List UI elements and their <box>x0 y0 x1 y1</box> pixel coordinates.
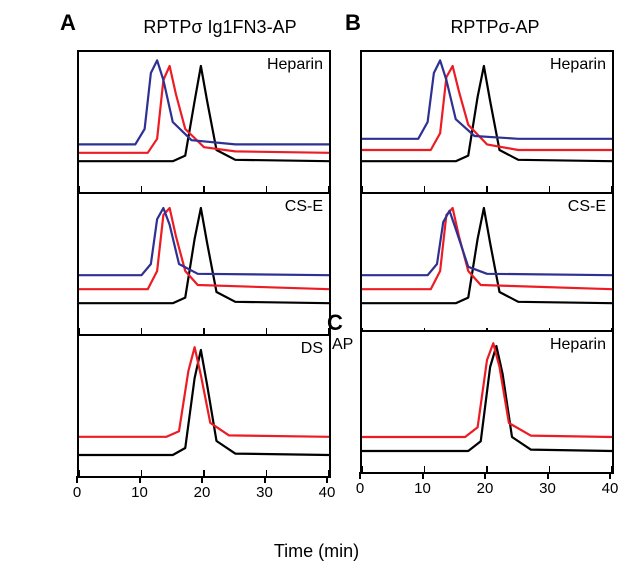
x-tick-label: 40 <box>319 484 336 501</box>
x-tick <box>609 472 611 479</box>
figure-root: AP Activity (ΔmOD/min) Time (min) A RPTP… <box>10 10 623 562</box>
chart-box: CS-E <box>360 192 614 336</box>
x-tick-label: 40 <box>602 480 619 497</box>
x-axis-label: Time (min) <box>274 541 359 562</box>
chart-inset-label: Heparin <box>550 56 606 74</box>
series-line <box>79 350 329 455</box>
x-tick-label: 0 <box>356 480 364 497</box>
x-tick-label: 0 <box>73 484 81 501</box>
panel-title-a: RPTPσ Ig1FN3-AP <box>110 17 330 38</box>
x-tick <box>547 472 549 479</box>
x-tick <box>201 476 203 483</box>
x-tick-label: 20 <box>477 480 494 497</box>
x-tick-row: 010203040 <box>360 472 610 502</box>
chart-inset-label: Heparin <box>267 56 323 74</box>
x-tick <box>139 476 141 483</box>
x-tick-label: 30 <box>539 480 556 497</box>
outside-label-ap: AP <box>332 336 353 354</box>
chart-box: Heparin <box>360 330 614 474</box>
panel-title-b: RPTPσ-AP <box>405 17 585 38</box>
chart-box: CS-E <box>77 192 331 336</box>
column-c: Heparin010203040 <box>360 330 610 502</box>
x-tick <box>76 476 78 483</box>
x-tick <box>326 476 328 483</box>
x-tick-label: 30 <box>256 484 273 501</box>
panel-letter-a: A <box>60 10 76 36</box>
chart-inset-label: Heparin <box>550 336 606 354</box>
series-line <box>79 208 329 275</box>
x-tick-row: 010203040 <box>77 476 327 506</box>
chart-inset-label: DS <box>301 340 323 358</box>
chart-inset-label: CS-E <box>568 198 606 216</box>
series-line <box>362 66 612 161</box>
chart-inset-label: CS-E <box>285 198 323 216</box>
panel-letter-c: C <box>327 310 343 336</box>
chart-box: Heparin <box>77 50 331 194</box>
panel-letter-b: B <box>345 10 361 36</box>
column-b: Heparin CS-E <box>360 50 610 334</box>
column-a: HeparinCS-EDS010203040 <box>77 50 327 506</box>
x-tick-label: 10 <box>414 480 431 497</box>
x-tick <box>422 472 424 479</box>
x-tick-label: 20 <box>194 484 211 501</box>
series-line <box>79 347 329 437</box>
x-tick <box>264 476 266 483</box>
x-tick <box>484 472 486 479</box>
x-tick <box>359 472 361 479</box>
x-tick-label: 10 <box>131 484 148 501</box>
chart-box: Heparin <box>360 50 614 194</box>
chart-box: DS <box>77 334 331 478</box>
